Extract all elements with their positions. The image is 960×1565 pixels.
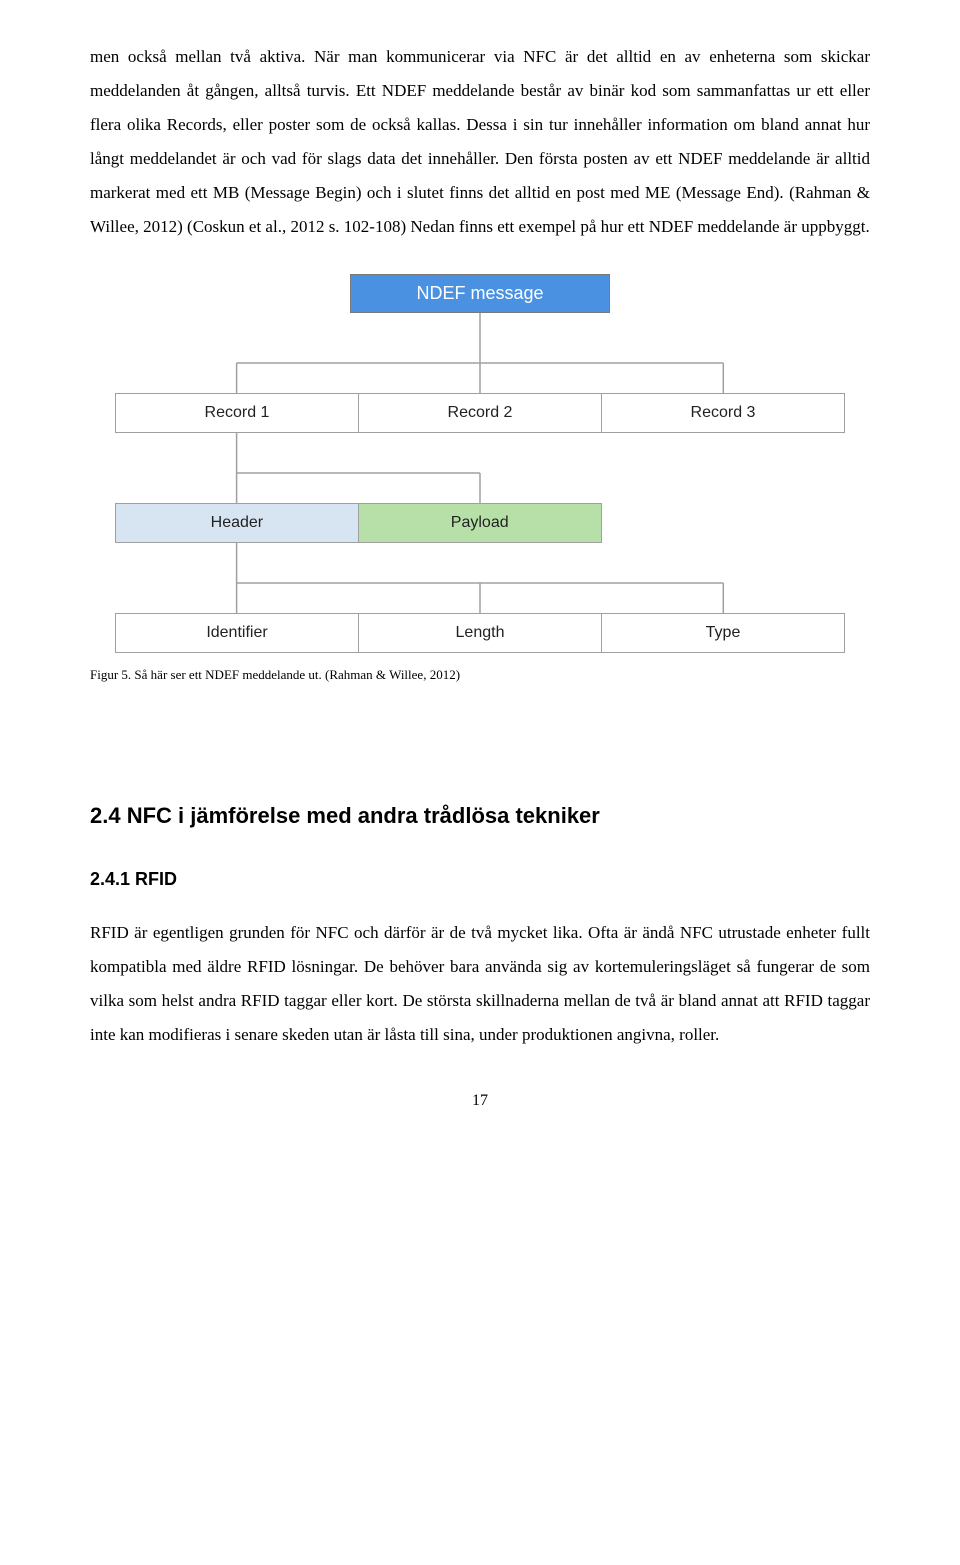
payload-cell: Payload	[359, 503, 602, 543]
paragraph-2: RFID är egentligen grunden för NFC och d…	[90, 916, 870, 1052]
figure-caption: Figur 5. Så här ser ett NDEF meddelande …	[90, 667, 870, 683]
connector-record-to-hp	[115, 433, 845, 503]
type-cell: Type	[602, 613, 845, 653]
paragraph-1: men också mellan två aktiva. När man kom…	[90, 40, 870, 244]
header-payload-row: Header Payload	[115, 503, 602, 543]
heading-2-4: 2.4 NFC i jämförelse med andra trådlösa …	[90, 803, 870, 829]
connector-ndef-to-records	[115, 313, 845, 393]
identifier-cell: Identifier	[115, 613, 359, 653]
heading-2-4-1: 2.4.1 RFID	[90, 869, 870, 890]
header-cell: Header	[115, 503, 359, 543]
ndef-message-box: NDEF message	[350, 274, 610, 313]
connector-header-to-ilt	[115, 543, 845, 613]
records-row: Record 1 Record 2 Record 3	[115, 393, 845, 433]
ndef-diagram: NDEF message Record 1 Record 2 Record 3	[115, 274, 845, 653]
identifier-length-type-row: Identifier Length Type	[115, 613, 845, 653]
length-cell: Length	[359, 613, 602, 653]
page: men också mellan två aktiva. När man kom…	[0, 0, 960, 1150]
record-2-cell: Record 2	[359, 393, 602, 433]
page-number: 17	[90, 1092, 870, 1110]
record-1-cell: Record 1	[115, 393, 359, 433]
record-3-cell: Record 3	[602, 393, 845, 433]
